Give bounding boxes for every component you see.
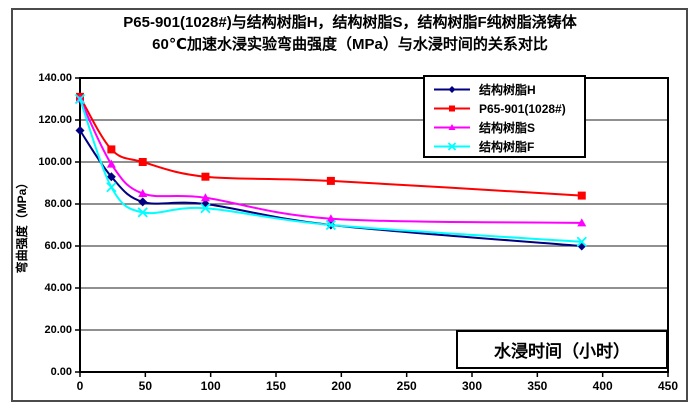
square-marker-icon — [138, 158, 147, 166]
legend-label: P65-901(1028#) — [479, 101, 566, 116]
diamond-marker-icon — [106, 172, 116, 182]
square-marker-icon — [449, 105, 455, 112]
x-marker-icon — [576, 236, 587, 247]
triangle-marker-icon — [448, 124, 456, 130]
legend-item-4: 结构树脂F — [433, 137, 584, 156]
x-tick-label: 0 — [76, 379, 84, 393]
x-tick-label: 450 — [657, 379, 679, 393]
legend-line-sample — [434, 124, 470, 130]
y-tick-label: 140.00 — [38, 72, 72, 84]
x-marker-icon — [137, 207, 148, 218]
y-tick-label: 0.00 — [50, 366, 72, 378]
legend-line-sample — [434, 86, 470, 93]
x-tick-label: 100 — [200, 379, 221, 393]
legend-item-3: 结构树脂S — [433, 118, 584, 137]
y-tick-label: 100.00 — [38, 156, 72, 168]
legend-label: 结构树脂S — [479, 121, 536, 135]
chart-title-line1: P65-901(1028#)与结构树脂H，结构树脂S，结构树脂F纯树脂浇铸体 — [123, 14, 577, 31]
triangle-marker-icon — [326, 214, 336, 223]
x-marker-icon — [200, 203, 211, 214]
y-tick-label: 80.00 — [44, 198, 72, 210]
square-marker-icon — [201, 172, 210, 181]
x-axis-label: 水浸时间（小时） — [494, 342, 630, 361]
square-marker-icon — [107, 145, 116, 154]
series-3 — [74, 93, 587, 247]
y-tick-label: 120.00 — [38, 114, 72, 126]
y-tick-label: 20.00 — [44, 324, 72, 336]
x-marker-icon — [106, 182, 117, 193]
x-marker-icon — [325, 219, 337, 231]
triangle-marker-icon — [106, 159, 116, 168]
x-tick-label: 50 — [138, 379, 152, 393]
diamond-marker-icon — [138, 197, 148, 207]
x-tick-label: 200 — [331, 379, 352, 393]
plot-border — [79, 77, 669, 373]
diamond-marker-icon — [448, 86, 456, 93]
x-axis-label-box: 水浸时间（小时） — [456, 330, 668, 369]
square-marker-icon — [326, 176, 335, 185]
triangle-marker-icon — [200, 193, 210, 202]
x-tick-label: 400 — [592, 379, 613, 393]
legend-line-sample — [434, 105, 470, 112]
legend: 结构树脂H P65-901(1028#) 结构树脂S 结构树脂F — [423, 75, 586, 158]
legend-item-1: 结构树脂H — [433, 80, 584, 99]
chart-title-line2: 60℃加速水浸实验弯曲强度（MPa）与水浸时间的关系对比 — [152, 36, 548, 53]
y-tick-label: 60.00 — [44, 240, 72, 252]
x-marker-icon — [74, 93, 86, 105]
diamond-marker-icon — [75, 126, 85, 135]
x-tick-label: 150 — [265, 379, 287, 393]
triangle-marker-icon — [138, 189, 148, 197]
x-tick-label: 250 — [396, 379, 417, 393]
legend-label: 结构树脂H — [479, 83, 536, 97]
square-marker-icon — [577, 191, 586, 200]
x-tick-label: 300 — [461, 379, 483, 393]
triangle-marker-icon — [577, 218, 587, 227]
legend-label: 结构树脂F — [479, 140, 535, 154]
y-tick-label: 40.00 — [44, 282, 72, 294]
chart-title: P65-901(1028#)与结构树脂H，结构树脂S，结构树脂F纯树脂浇铸体 6… — [0, 12, 700, 56]
legend-item-2: P65-901(1028#) — [433, 99, 584, 118]
legend-line-sample — [434, 142, 470, 151]
x-marker-icon — [447, 142, 457, 151]
x-tick-label: 350 — [527, 379, 548, 393]
